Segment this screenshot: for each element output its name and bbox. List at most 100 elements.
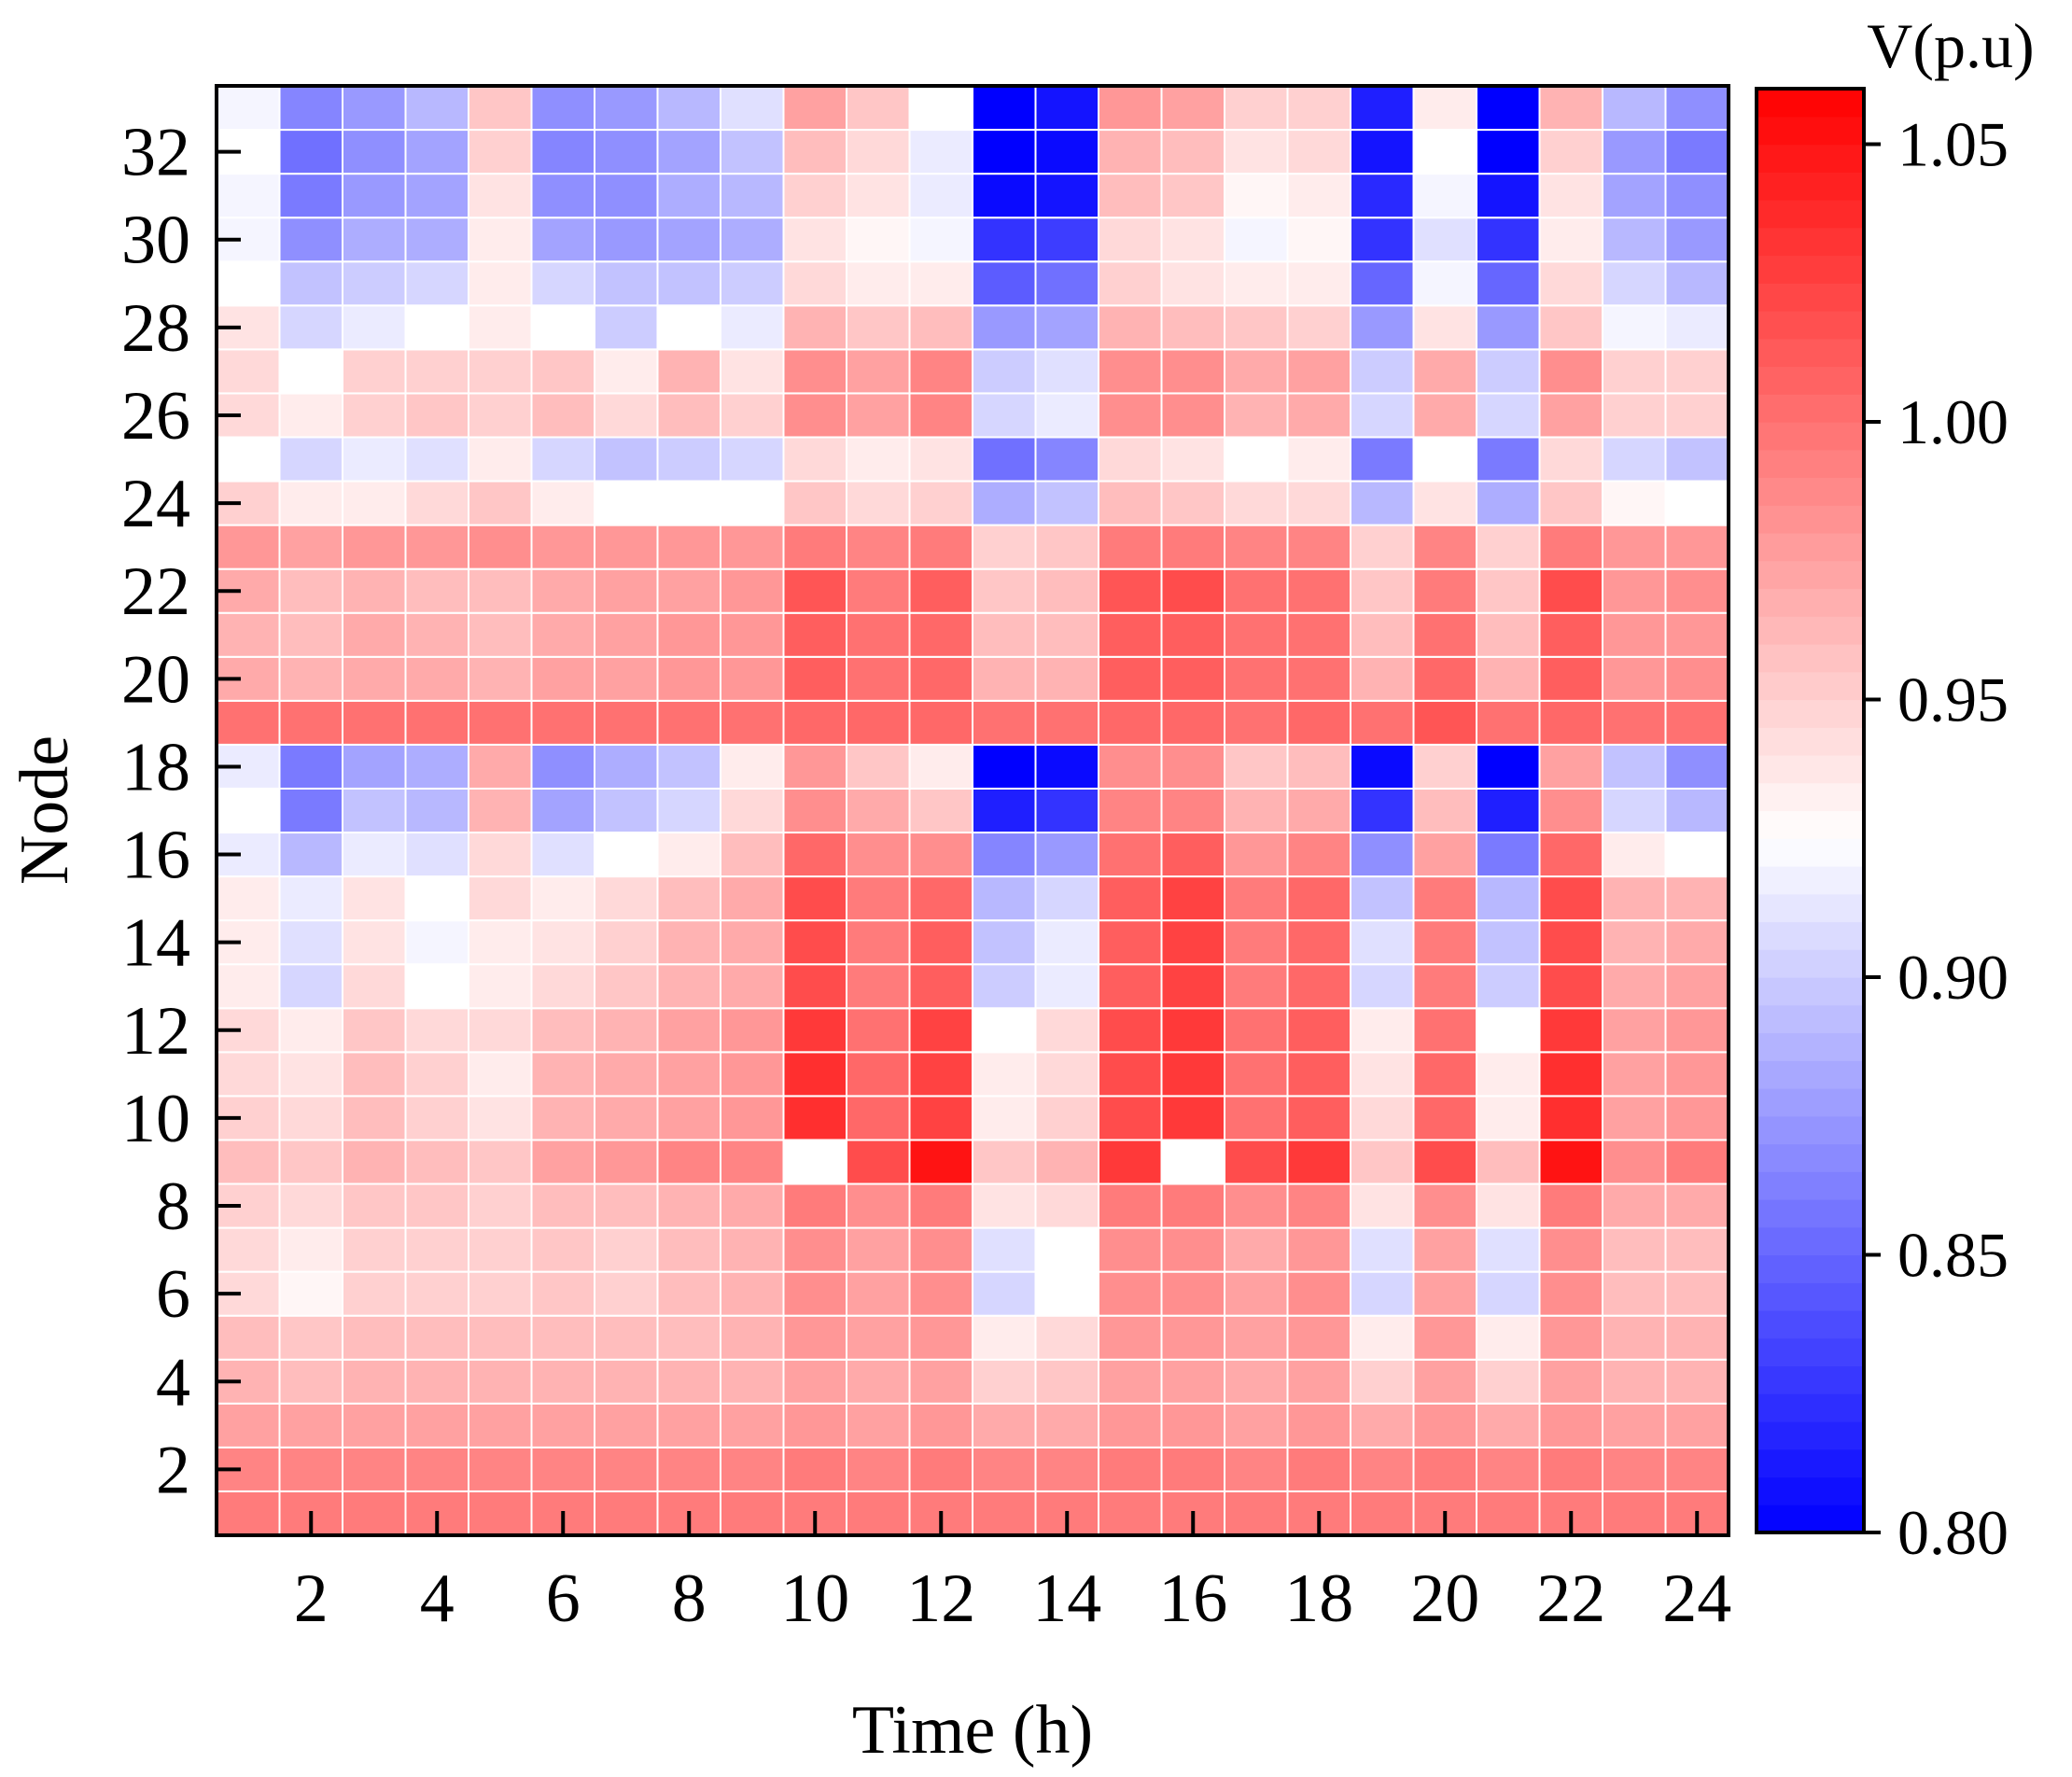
- heatmap-cell: [1412, 611, 1477, 658]
- heatmap-cell: [1224, 85, 1289, 132]
- heatmap-cell: [278, 173, 343, 219]
- heatmap-cell: [1602, 699, 1667, 746]
- heatmap-cell: [656, 832, 721, 878]
- heatmap-cell: [1286, 85, 1351, 132]
- heatmap-cell: [1224, 1226, 1289, 1273]
- heatmap-cell: [342, 875, 407, 922]
- colorbar-step: [1757, 977, 1864, 1006]
- heatmap-cell: [782, 1051, 847, 1098]
- heatmap-cell: [1602, 1446, 1667, 1492]
- heatmap-cell: [404, 392, 469, 439]
- heatmap-cell: [342, 1051, 407, 1098]
- heatmap-cell: [656, 436, 721, 483]
- heatmap-cell: [1034, 260, 1099, 307]
- heatmap-cell: [1350, 217, 1415, 263]
- colorbar-step: [1757, 671, 1864, 701]
- heatmap-cell: [1476, 1007, 1541, 1054]
- heatmap-cell: [594, 348, 659, 395]
- heatmap-cell: [1602, 1490, 1667, 1536]
- heatmap-cell: [1350, 129, 1415, 175]
- heatmap-cell: [1224, 1270, 1289, 1317]
- heatmap-cell: [1664, 1314, 1729, 1361]
- colorbar-step: [1757, 1199, 1864, 1228]
- heatmap-cell: [908, 611, 973, 658]
- heatmap-cell: [530, 875, 595, 922]
- heatmap-cell: [782, 1358, 847, 1405]
- colorbar-frame: [1755, 87, 1866, 1534]
- heatmap-cell: [1034, 963, 1099, 1010]
- colorbar-step: [1757, 1254, 1864, 1283]
- heatmap-cell: [594, 1226, 659, 1273]
- heatmap-cell: [1034, 436, 1099, 483]
- heatmap-cell: [1538, 436, 1603, 483]
- heatmap-cell: [278, 963, 343, 1010]
- heatmap-cell: [1098, 392, 1163, 439]
- y-tick-label: 8: [156, 1168, 190, 1245]
- heatmap-cell: [656, 217, 721, 263]
- x-axis-ticks: 2 4 6 8 10 12 14 16 18 20 22 24: [294, 1511, 1731, 1637]
- heatmap-cell: [1602, 655, 1667, 702]
- heatmap-cell: [468, 1051, 533, 1098]
- y-tick-label: 26: [121, 378, 190, 455]
- heatmap-cell: [530, 1402, 595, 1448]
- colorbar-step: [1757, 1282, 1864, 1311]
- heatmap-cell: [1224, 611, 1289, 658]
- heatmap-cell: [468, 1446, 533, 1492]
- heatmap-cell: [782, 699, 847, 746]
- heatmap-cell: [908, 1226, 973, 1273]
- heatmap-cell: [1476, 392, 1541, 439]
- heatmap-cell: [782, 1314, 847, 1361]
- heatmap-cell: [1412, 85, 1477, 132]
- heatmap-cell: [216, 963, 281, 1010]
- heatmap-cell: [342, 611, 407, 658]
- heatmap-cell: [404, 1402, 469, 1448]
- heatmap-cell: [972, 1270, 1037, 1317]
- heatmap-cell: [278, 1358, 343, 1405]
- heatmap-cell: [1602, 85, 1667, 132]
- heatmap-cell: [972, 173, 1037, 219]
- heatmap-cell: [908, 173, 973, 219]
- heatmap-cell: [404, 480, 469, 526]
- heatmap-cell: [1160, 699, 1225, 746]
- heatmap-cell: [594, 1358, 659, 1405]
- heatmap-cell: [404, 875, 469, 922]
- heatmap-cell: [972, 348, 1037, 395]
- heatmap-cell: [468, 699, 533, 746]
- heatmap-cell: [720, 524, 785, 570]
- heatmap-cell: [468, 1095, 533, 1141]
- heatmap-cell: [404, 129, 469, 175]
- x-tick-label: 12: [906, 1560, 975, 1637]
- heatmap-cell: [1350, 611, 1415, 658]
- heatmap-cell: [1538, 392, 1603, 439]
- heatmap-cell: [1034, 875, 1099, 922]
- heatmap-cell: [1034, 1270, 1099, 1317]
- heatmap-cell: [278, 611, 343, 658]
- heatmap-cell: [972, 655, 1037, 702]
- heatmap-cell: [1538, 1270, 1603, 1317]
- colorbar-step: [1757, 1310, 1864, 1339]
- heatmap-cell: [216, 875, 281, 922]
- heatmap-cell: [404, 524, 469, 570]
- y-axis-title: Node: [7, 735, 83, 885]
- colorbar-step: [1757, 921, 1864, 950]
- colorbar-step: [1757, 422, 1864, 451]
- heatmap-cell: [1224, 832, 1289, 878]
- heatmap-cell: [720, 1226, 785, 1273]
- heatmap-cell: [1350, 1358, 1415, 1405]
- heatmap-cell: [1412, 173, 1477, 219]
- heatmap-cell: [1224, 173, 1289, 219]
- heatmap-cell: [1098, 1314, 1163, 1361]
- heatmap-cell: [468, 173, 533, 219]
- heatmap-cell: [846, 1490, 911, 1536]
- heatmap-cell: [1350, 567, 1415, 614]
- colorbar-step: [1757, 727, 1864, 756]
- heatmap-cell: [782, 919, 847, 966]
- heatmap-cell: [1602, 787, 1667, 834]
- heatmap-cell: [1160, 1314, 1225, 1361]
- heatmap-cell: [1034, 1358, 1099, 1405]
- heatmap-cell: [1160, 436, 1225, 483]
- heatmap-cell: [972, 1051, 1037, 1098]
- heatmap-cell: [1286, 1446, 1351, 1492]
- heatmap-cell: [720, 1402, 785, 1448]
- heatmap-cell: [342, 348, 407, 395]
